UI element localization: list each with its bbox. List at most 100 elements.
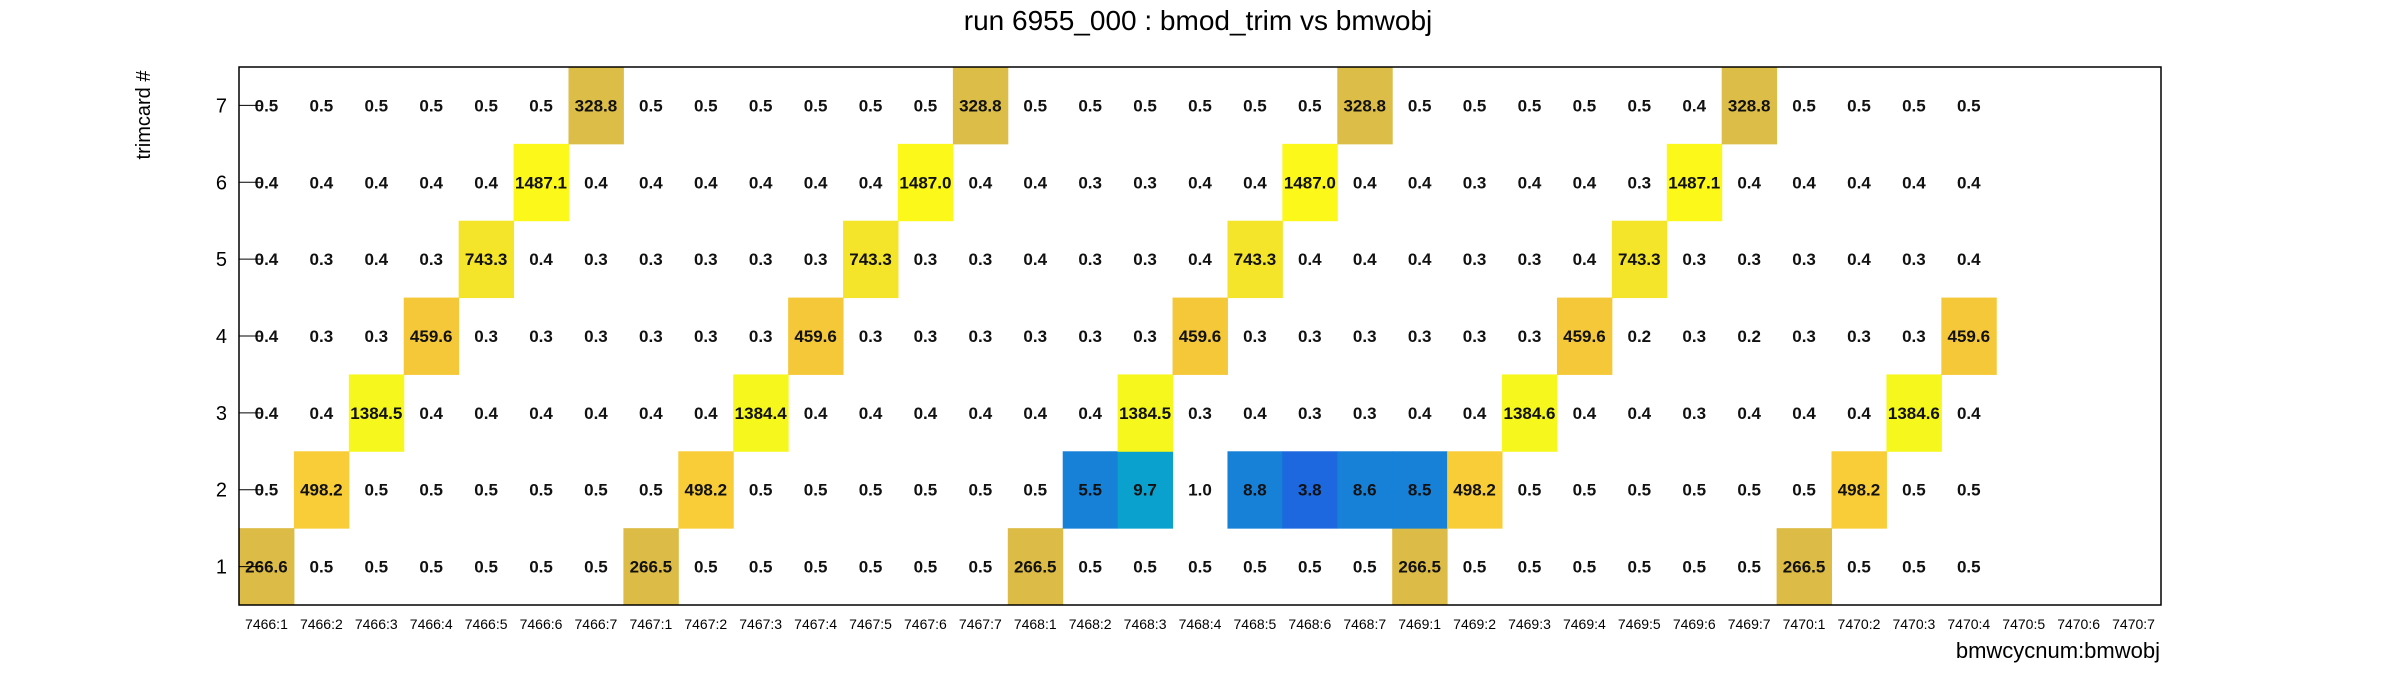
cell-value-label: 0.5 (1737, 558, 1761, 577)
cell-value-label: 0.3 (1518, 327, 1542, 346)
cell-value-label: 0.3 (1792, 327, 1816, 346)
cell-value-label: 266.5 (1783, 558, 1826, 577)
cell-value-label: 0.3 (310, 250, 334, 269)
heatmap-cell (1666, 143, 1723, 222)
heatmap-cell (1611, 220, 1668, 299)
cell-value-label: 0.4 (1078, 404, 1102, 423)
cell-value-label: 0.5 (969, 481, 993, 500)
cell-value-label: 459.6 (1179, 327, 1222, 346)
cell-value-label: 0.3 (1682, 404, 1706, 423)
x-tick-label: 7468:1 (1014, 616, 1057, 632)
cell-value-label: 0.5 (694, 558, 718, 577)
cell-value-label: 459.6 (794, 327, 837, 346)
cell-value-label: 0.4 (1902, 173, 1926, 192)
cell-value-label: 0.5 (1792, 481, 1816, 500)
cell-value-label: 0.4 (255, 173, 279, 192)
x-tick-label: 7468:5 (1234, 616, 1277, 632)
cell-value-label: 0.3 (1353, 327, 1377, 346)
cell-value-label: 1384.6 (1888, 404, 1940, 423)
cell-value-label: 8.8 (1243, 481, 1267, 500)
cell-value-label: 0.5 (1298, 558, 1322, 577)
cell-value-label: 0.4 (1627, 404, 1651, 423)
x-tick-label: 7470:2 (1838, 616, 1881, 632)
cell-value-label: 0.5 (419, 558, 443, 577)
heatmap-cell (1721, 67, 1778, 145)
cell-value-label: 0.5 (1518, 481, 1542, 500)
cell-value-label: 0.5 (1078, 96, 1102, 115)
cell-value-label: 1487.1 (515, 173, 567, 192)
cell-value-label: 0.3 (419, 250, 443, 269)
cell-value-label: 743.3 (849, 250, 892, 269)
cell-value-label: 0.3 (859, 327, 883, 346)
cell-value-label: 8.5 (1408, 481, 1432, 500)
cell-value-label: 0.4 (639, 404, 663, 423)
cell-value-label: 0.3 (1078, 327, 1102, 346)
cell-value-label: 0.3 (1737, 250, 1761, 269)
x-tick-label: 7468:4 (1179, 616, 1222, 632)
cell-value-label: 0.5 (474, 96, 498, 115)
cell-value-label: 743.3 (1234, 250, 1277, 269)
cell-value-label: 0.4 (1847, 250, 1871, 269)
cell-value-label: 0.5 (1188, 96, 1212, 115)
cell-value-label: 0.5 (1243, 558, 1267, 577)
heatmap-cell (1447, 451, 1503, 529)
cell-value-label: 1384.6 (1503, 404, 1555, 423)
y-tick-label: 3 (216, 403, 227, 425)
cell-value-label: 0.3 (969, 327, 993, 346)
cell-value-label: 5.5 (1078, 481, 1102, 500)
heatmap-cell (1337, 451, 1393, 529)
plot-frame (238, 66, 2162, 606)
heatmap-cell (458, 220, 515, 299)
cell-value-label: 0.3 (1133, 327, 1157, 346)
cell-value-label: 0.4 (474, 173, 498, 192)
cell-value-label: 0.3 (1463, 173, 1487, 192)
cell-value-label: 0.3 (1133, 173, 1157, 192)
cell-value-label: 0.4 (419, 173, 443, 192)
cell-value-label: 459.6 (1948, 327, 1991, 346)
cell-value-label: 0.5 (1023, 96, 1047, 115)
cell-value-label: 0.5 (529, 96, 553, 115)
x-tick-label: 7470:3 (1892, 616, 1935, 632)
cell-value-label: 0.3 (1078, 250, 1102, 269)
cell-value-label: 0.4 (1408, 250, 1432, 269)
cell-value-label: 0.5 (1023, 481, 1047, 500)
cell-value-label: 0.5 (310, 558, 334, 577)
x-tick-label: 7469:4 (1563, 616, 1606, 632)
cell-value-label: 459.6 (410, 327, 453, 346)
cell-value-label: 0.4 (1573, 173, 1597, 192)
cell-value-label: 1384.5 (1119, 404, 1171, 423)
cell-value-label: 266.6 (245, 558, 288, 577)
cell-value-label: 0.3 (1902, 250, 1926, 269)
heatmap-cell (1227, 220, 1283, 299)
heatmap-cell (1502, 374, 1558, 452)
cell-value-label: 0.3 (639, 327, 663, 346)
cell-value-label: 0.4 (584, 404, 608, 423)
cell-value-label: 459.6 (1563, 327, 1606, 346)
x-tick-label: 7470:7 (2112, 616, 2155, 632)
cell-value-label: 0.5 (914, 96, 938, 115)
heatmap-cell (843, 220, 899, 299)
cell-value-label: 0.3 (1627, 173, 1651, 192)
cell-value-label: 0.4 (364, 250, 388, 269)
cell-value-label: 0.5 (639, 96, 663, 115)
x-tick-label: 7468:7 (1343, 616, 1386, 632)
cell-value-label: 0.5 (364, 481, 388, 500)
cell-value-label: 498.2 (300, 481, 343, 500)
cell-value-label: 0.4 (1792, 404, 1816, 423)
cell-value-label: 0.5 (419, 481, 443, 500)
cell-value-label: 0.5 (859, 481, 883, 500)
cell-value-label: 0.5 (255, 481, 279, 500)
cell-value-label: 0.5 (804, 558, 828, 577)
cell-value-label: 0.5 (529, 481, 553, 500)
cell-value-label: 0.4 (1573, 404, 1597, 423)
heatmap-cell (678, 451, 734, 529)
heatmap-cell (1172, 297, 1228, 375)
cell-value-label: 0.3 (1298, 327, 1322, 346)
y-axis-label: trimcard # (133, 70, 155, 160)
axis-ticks: 7466:1 7466:2 7466:3 7466:4 7466:5 7466:6 7466… (216, 95, 2155, 632)
x-tick-label: 7466:7 (575, 616, 618, 632)
cell-value-label: 0.4 (639, 173, 663, 192)
cell-value-label: 0.3 (1353, 404, 1377, 423)
cell-value-label: 0.4 (1573, 250, 1597, 269)
